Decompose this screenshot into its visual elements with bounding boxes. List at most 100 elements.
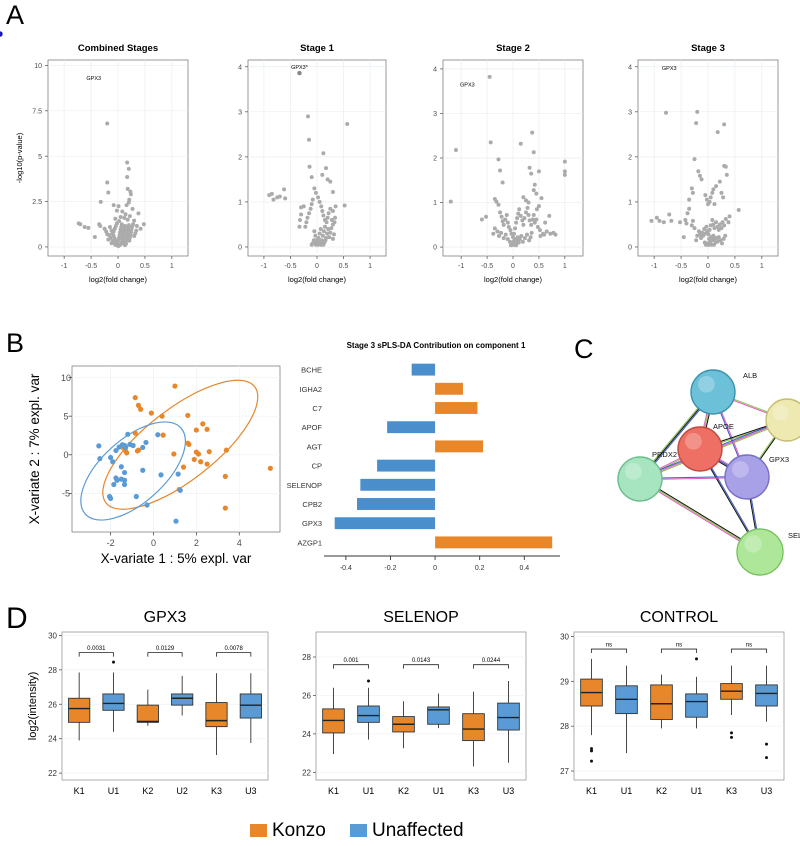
data-point [526,200,531,205]
tick-label-y: 24 [48,735,57,744]
data-point [505,220,510,225]
data-point [321,151,326,156]
data-point [508,228,513,233]
data-point [453,147,458,152]
data-point-unaffected [177,487,183,493]
category-label: K2 [656,786,667,796]
data-point [124,241,129,246]
panel-d-boxplot-control: CONTROL 27 28 29 30 K1 U1 K2 U1 K3 U3 ns ns ns [540,606,796,812]
p-value-label: 0.0143 [412,658,431,664]
data-point [86,225,91,230]
data-point [710,190,715,195]
data-point [532,220,537,225]
data-point [92,234,97,239]
data-point [531,188,536,193]
tick-label-y: 5 [38,154,42,161]
significance-bracket [403,664,439,669]
network-node-prdx2[interactable] [617,456,663,502]
data-point [491,231,496,236]
data-point-konzo [180,464,187,470]
significance-bracket [661,648,697,654]
data-point [304,220,309,225]
data-point [112,240,117,245]
data-point [320,172,325,177]
outlier-point [367,679,370,683]
data-point-konzo [200,421,206,427]
tick-label-y: 2.5 [32,199,42,206]
data-point [330,208,335,213]
figure-legend: Konzo Unaffected [250,816,570,844]
data-point-unaffected [140,467,146,473]
data-point [123,224,127,229]
data-point [516,211,521,216]
outlier-point [765,742,768,746]
data-point-konzo [222,505,228,511]
data-point [138,226,143,231]
data-point [78,222,83,227]
data-point [131,222,136,227]
tick-label-x: -0.2 [384,565,396,572]
outlier-point [590,759,593,763]
tick-label-x: 1 [368,263,372,270]
data-point-unaffected [173,518,179,524]
data-point [126,166,131,171]
tick-label-y: 22 [302,768,311,777]
tick-label-y: 0 [628,245,632,252]
data-point [508,243,513,248]
network-node-gpx3[interactable] [724,454,770,500]
data-point [282,187,287,192]
data-point [125,160,130,165]
data-point [499,214,504,219]
bar-selenop [360,478,436,491]
data-point [689,186,694,191]
data-point [124,203,129,208]
data-point-konzo [186,441,192,447]
data-point [529,222,534,227]
data-point [684,221,689,226]
data-point-unaffected [155,432,161,438]
network-node-pon1[interactable] [765,398,800,442]
tick-label-y: 7.5 [32,108,42,115]
data-point [543,220,548,225]
category-label: U3 [245,786,257,796]
data-point [544,229,549,234]
data-point [448,199,453,204]
plot-title: CONTROL [640,609,718,626]
data-point [316,195,321,200]
boxplot-boxplot-control: CONTROL 27 28 29 30 K1 U1 K2 U1 K3 U3 ns ns ns [560,609,785,796]
data-point-unaffected [125,431,131,437]
network-node-alb[interactable] [690,369,736,415]
data-point-konzo [223,447,229,453]
data-point [536,204,541,209]
p-value-label: ns [746,643,752,649]
data-point [98,224,103,229]
data-point [134,224,139,229]
data-point [317,231,322,236]
bar-gpx3 [334,517,436,530]
category-label: U1 [108,786,120,796]
data-point [501,222,506,227]
category-label: K3 [211,786,222,796]
tick-label-y: 1 [433,200,437,207]
bar-c7 [435,402,478,414]
data-point [702,226,707,231]
bar-category-label: APOF [302,423,323,432]
data-point [727,214,732,219]
data-point [328,206,333,211]
data-point [305,215,310,220]
data-point [122,215,127,220]
network-node-selenop[interactable] [736,528,784,576]
network-node-apoe[interactable] [677,426,723,472]
tick-label-y: 3 [238,109,242,116]
tick-label-y: 28 [560,722,569,731]
data-point [716,235,721,240]
data-point [683,217,688,222]
p-value-label: 0.0078 [224,646,243,652]
tick-label-y: 26 [48,700,57,709]
plot-frame [61,631,269,781]
data-point [316,235,321,240]
data-point [708,195,713,200]
data-point [723,233,728,238]
data-point [299,212,304,217]
